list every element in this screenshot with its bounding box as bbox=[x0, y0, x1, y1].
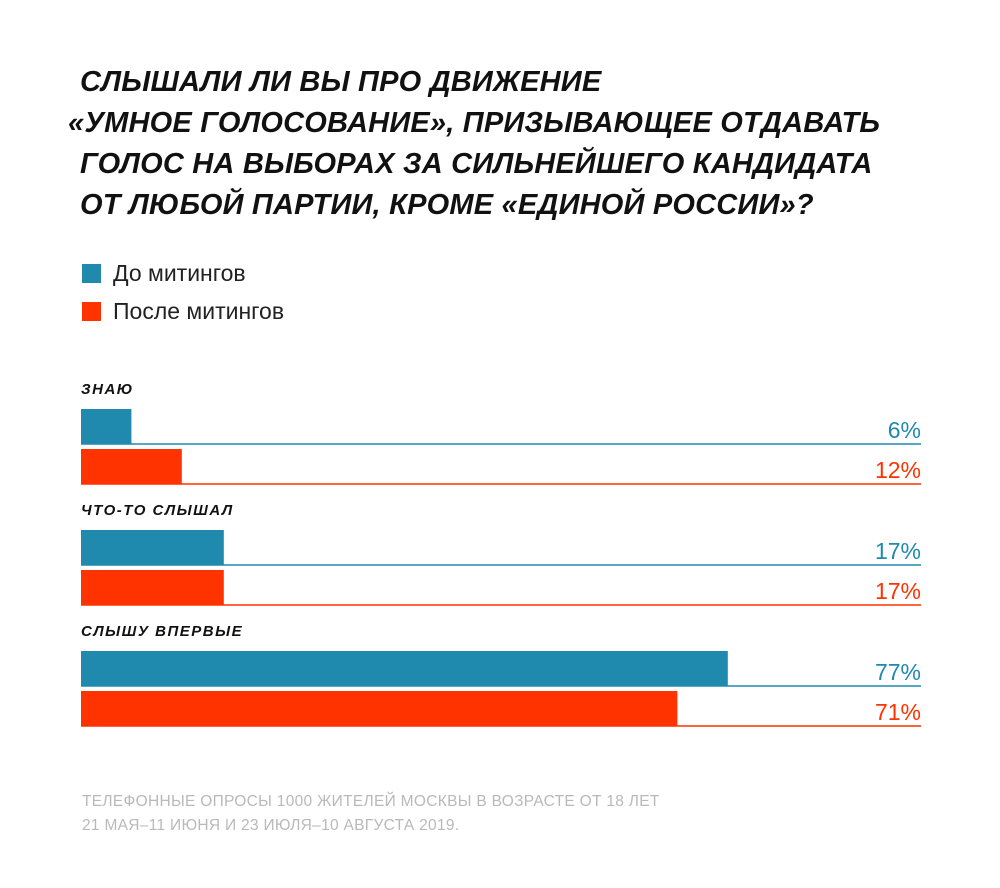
bar bbox=[81, 570, 224, 605]
data-label: 77% bbox=[875, 659, 921, 685]
legend-swatch-after bbox=[82, 301, 101, 321]
legend-item-after: После митингов bbox=[82, 292, 284, 330]
category-label: ЗНАЮ bbox=[81, 381, 134, 398]
data-label: 17% bbox=[875, 578, 921, 604]
legend-swatch-before bbox=[82, 263, 101, 283]
title-line: ГОЛОС НА ВЫБОРАХ ЗА СИЛЬНЕЙШЕГО КАНДИДАТ… bbox=[80, 148, 873, 180]
footnote: ТЕЛЕФОННЫЕ ОПРОСЫ 1000 ЖИТЕЛЕЙ МОСКВЫ В … bbox=[82, 790, 660, 838]
bar bbox=[81, 449, 182, 484]
title-line: ОТ ЛЮБОЙ ПАРТИИ, КРОМЕ «ЕДИНОЙ РОССИИ»? bbox=[80, 189, 814, 221]
bar bbox=[81, 530, 224, 565]
footnote-line: 21 МАЯ–11 ИЮНЯ И 23 ИЮЛЯ–10 АВГУСТА 2019… bbox=[82, 817, 460, 834]
legend-item-before: До митингов bbox=[82, 254, 284, 292]
data-label: 17% bbox=[875, 538, 921, 564]
category-label: ЧТО-ТО СЛЫШАЛ bbox=[81, 502, 234, 519]
bar bbox=[81, 691, 678, 726]
title-line: «УМНОЕ ГОЛОСОВАНИЕ», ПРИЗЫВАЮЩЕЕ ОТДАВАТ… bbox=[68, 107, 881, 139]
data-label: 6% bbox=[888, 417, 921, 443]
title-line: СЛЫШАЛИ ЛИ ВЫ ПРО ДВИЖЕНИЕ bbox=[80, 66, 602, 98]
chart-title: СЛЫШАЛИ ЛИ ВЫ ПРО ДВИЖЕНИЕ «УМНОЕ ГОЛОСО… bbox=[68, 62, 940, 226]
bar bbox=[81, 651, 728, 686]
bar bbox=[81, 409, 132, 444]
legend: До митингов После митингов bbox=[82, 254, 284, 330]
category-label: СЛЫШУ ВПЕРВЫЕ bbox=[81, 623, 243, 640]
footnote-line: ТЕЛЕФОННЫЕ ОПРОСЫ 1000 ЖИТЕЛЕЙ МОСКВЫ В … bbox=[82, 793, 660, 810]
data-label: 12% bbox=[875, 457, 921, 483]
legend-label-after: После митингов bbox=[113, 297, 285, 324]
data-label: 71% bbox=[875, 699, 921, 725]
legend-label-before: До митингов bbox=[113, 259, 246, 286]
